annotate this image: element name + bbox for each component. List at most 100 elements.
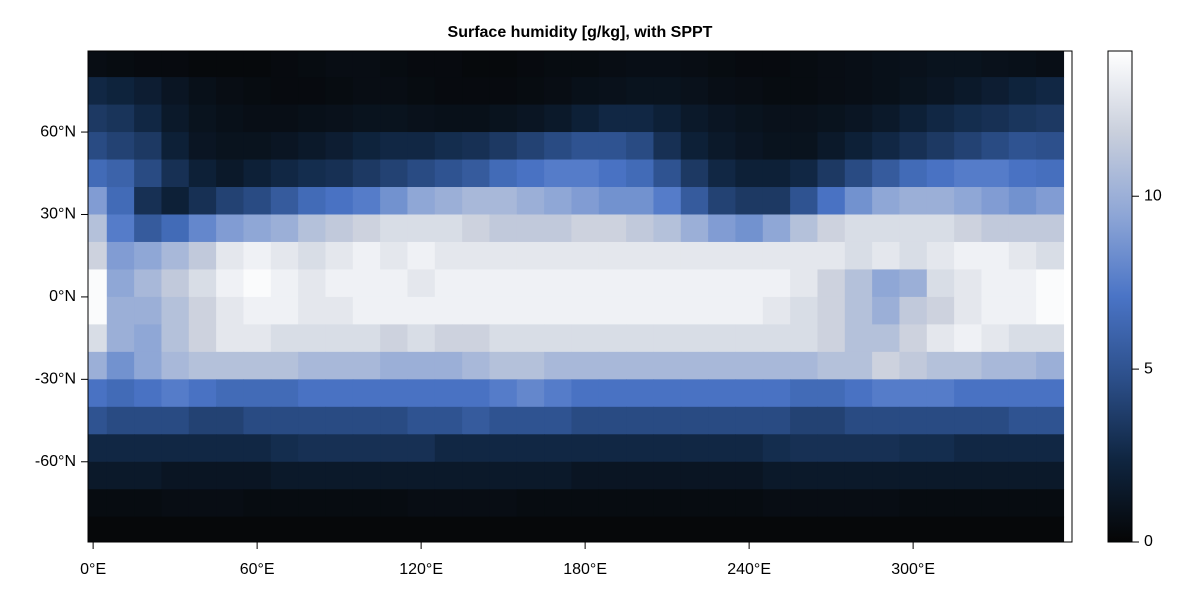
cell [270, 516, 299, 542]
cell [1036, 379, 1065, 408]
cell [1008, 214, 1037, 243]
cell [106, 489, 135, 518]
cell [571, 159, 600, 188]
cell [872, 489, 901, 518]
cell [298, 241, 327, 271]
cell [380, 351, 409, 380]
cell [981, 324, 1010, 353]
cell [680, 379, 709, 408]
cell [653, 132, 682, 161]
cell [708, 296, 737, 325]
cell [270, 187, 299, 216]
cell [325, 214, 354, 243]
cell [981, 516, 1010, 542]
cell [680, 296, 709, 325]
cell [571, 104, 600, 133]
cell [243, 324, 272, 353]
cell [270, 104, 299, 133]
cell [325, 434, 354, 463]
cell [872, 516, 901, 542]
cell [872, 406, 901, 435]
cell [981, 434, 1010, 463]
cell [708, 269, 737, 298]
chart-title: Surface humidity [g/kg], with SPPT [448, 24, 713, 41]
cell [380, 269, 409, 298]
cell [161, 159, 190, 188]
cell [653, 516, 682, 542]
cell [188, 516, 217, 542]
cell [626, 461, 655, 490]
cell [243, 351, 272, 380]
cell [1008, 324, 1037, 353]
cell [708, 351, 737, 380]
cell [544, 351, 573, 380]
cell [106, 104, 135, 133]
cell [1036, 296, 1065, 325]
cell [899, 406, 928, 435]
cell [653, 406, 682, 435]
cell [298, 461, 327, 490]
cell [1036, 241, 1065, 271]
cell [188, 434, 217, 463]
cell [243, 77, 272, 106]
cell [352, 296, 381, 325]
cell [134, 241, 163, 271]
cell [325, 51, 354, 78]
cell [434, 434, 463, 463]
cell [899, 324, 928, 353]
cell [407, 379, 436, 408]
cell [735, 77, 764, 106]
cell [844, 489, 873, 518]
cell [844, 434, 873, 463]
cell [1036, 269, 1065, 298]
cell [708, 489, 737, 518]
cell [571, 187, 600, 216]
cell [516, 351, 545, 380]
cell [899, 296, 928, 325]
cell [844, 159, 873, 188]
cell [134, 351, 163, 380]
cell [708, 214, 737, 243]
cell [735, 214, 764, 243]
cell [243, 461, 272, 490]
cell [243, 516, 272, 542]
cell [790, 187, 819, 216]
y-tick-label: 60°N [40, 123, 76, 140]
cell [434, 296, 463, 325]
cell [516, 104, 545, 133]
cell [298, 296, 327, 325]
cell [407, 351, 436, 380]
cell [954, 77, 983, 106]
cell [407, 187, 436, 216]
cell [516, 434, 545, 463]
cell [844, 406, 873, 435]
cell [571, 132, 600, 161]
cell [516, 241, 545, 271]
cell [516, 214, 545, 243]
cell [325, 351, 354, 380]
cell [270, 241, 299, 271]
cell [489, 516, 518, 542]
cell [134, 461, 163, 490]
cell [598, 406, 627, 435]
cell [954, 379, 983, 408]
cell [954, 296, 983, 325]
cell [434, 77, 463, 106]
cell [762, 489, 791, 518]
cell [216, 214, 245, 243]
cell [161, 461, 190, 490]
cell [88, 159, 108, 188]
cell [817, 351, 846, 380]
cell [489, 187, 518, 216]
cell [954, 159, 983, 188]
cell [134, 406, 163, 435]
cell [380, 489, 409, 518]
cell [762, 434, 791, 463]
cell [161, 406, 190, 435]
cell [762, 159, 791, 188]
cell [653, 214, 682, 243]
cell [188, 379, 217, 408]
cell [653, 296, 682, 325]
cell [899, 187, 928, 216]
cell [325, 516, 354, 542]
